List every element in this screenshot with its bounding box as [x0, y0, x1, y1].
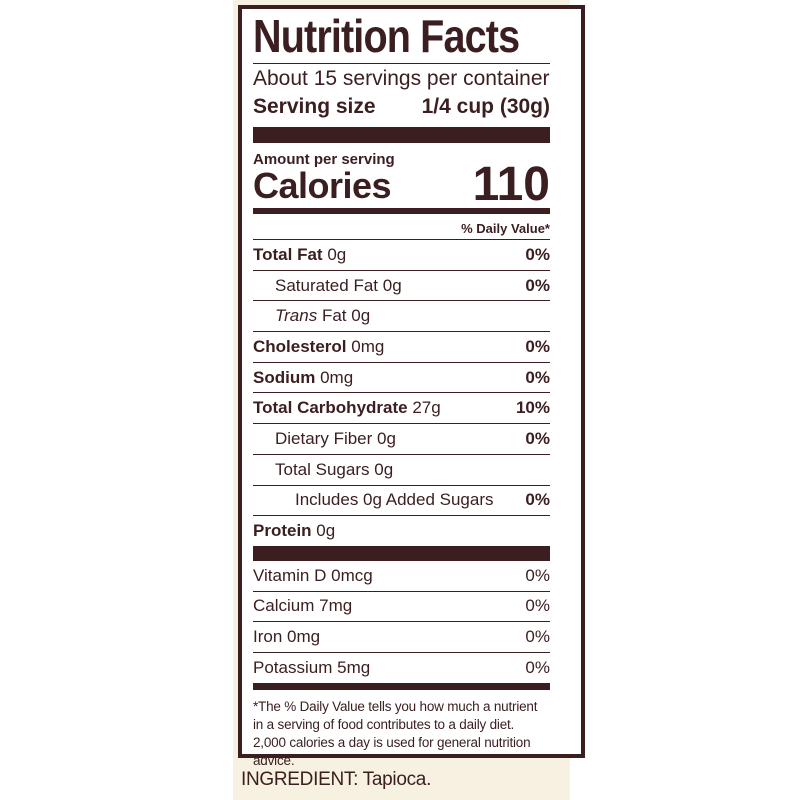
- amount-per-serving: Amount per serving: [253, 151, 395, 168]
- vitamin-row-calcium: Calcium 7mg 0%: [253, 592, 550, 623]
- medium-divider: [253, 208, 550, 214]
- serving-size-label: Serving size: [253, 95, 376, 118]
- daily-value-header: % Daily Value*: [253, 214, 550, 240]
- nutrient-row-total-sugars: Total Sugars 0g: [253, 455, 550, 486]
- vitamin-row-vitamin-d: Vitamin D 0mcg 0%: [253, 561, 550, 592]
- thick-divider: [253, 127, 550, 143]
- nutrition-facts-label: Nutrition Facts About 15 servings per co…: [238, 5, 585, 768]
- servings-per-container: About 15 servings per container: [253, 67, 550, 90]
- calories-value: 110: [472, 158, 550, 211]
- nutrient-row-saturated-fat: Saturated Fat 0g 0%: [253, 271, 550, 302]
- serving-size-value: 1/4 cup (30g): [421, 95, 550, 118]
- calories-section: Amount per serving Calories 110: [253, 143, 550, 211]
- nutrient-row-total-fat: Total Fat 0g 0%: [253, 240, 550, 271]
- nutrient-row-total-carbohydrate: Total Carbohydrate 27g 10%: [253, 393, 550, 425]
- label-title: Nutrition Facts: [253, 9, 550, 64]
- nutrient-row-dietary-fiber: Dietary Fiber 0g 0%: [253, 424, 550, 455]
- nutrient-row-added-sugars: Includes 0g Added Sugars 0%: [253, 486, 550, 517]
- nutrient-row-sodium: Sodium 0mg 0%: [253, 363, 550, 394]
- nutrient-row-protein: Protein 0g: [253, 521, 336, 541]
- ingredients-text: INGREDIENT: Tapioca.: [241, 769, 432, 790]
- vitamin-row-iron: Iron 0mg 0%: [253, 622, 550, 653]
- nutrient-row-trans-fat: Trans Fat 0g: [253, 301, 550, 333]
- calories-label: Calories: [253, 165, 392, 206]
- daily-value-footnote: *The % Daily Value tells you how much a …: [253, 698, 538, 768]
- serving-size: Serving size 1/4 cup (30g): [253, 92, 550, 122]
- medium-divider: [253, 682, 550, 690]
- nutrient-row-cholesterol: Cholesterol 0mg 0%: [253, 332, 550, 363]
- thick-divider: [253, 545, 550, 561]
- vitamin-row-potassium: Potassium 5mg 0%: [253, 657, 550, 677]
